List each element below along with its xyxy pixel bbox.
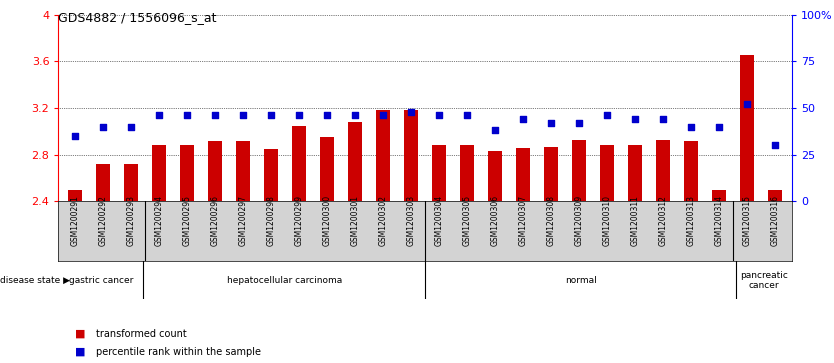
Text: hepatocellular carcinoma: hepatocellular carcinoma — [227, 276, 342, 285]
Point — [629, 116, 642, 122]
Point — [489, 127, 502, 133]
Bar — [460, 146, 475, 201]
Bar — [124, 164, 138, 201]
Text: gastric cancer: gastric cancer — [68, 276, 133, 285]
Point — [320, 113, 334, 118]
Text: pancreatic
cancer: pancreatic cancer — [740, 271, 788, 290]
Bar — [545, 147, 559, 201]
Point — [573, 120, 586, 126]
Point — [68, 133, 82, 139]
Bar — [68, 190, 83, 201]
Text: disease state ▶: disease state ▶ — [0, 276, 70, 285]
Bar — [208, 141, 222, 201]
Point — [517, 116, 530, 122]
Point — [237, 113, 250, 118]
Bar — [264, 149, 279, 201]
Point — [433, 113, 446, 118]
Bar — [685, 141, 698, 201]
Point — [124, 124, 138, 130]
Point — [153, 113, 166, 118]
Point — [208, 113, 222, 118]
Point — [404, 109, 418, 115]
Bar — [768, 190, 782, 201]
Point — [713, 124, 726, 130]
Bar — [572, 139, 586, 201]
Bar — [600, 146, 615, 201]
Point — [685, 124, 698, 130]
Point — [769, 143, 782, 148]
Text: transformed count: transformed count — [96, 329, 187, 339]
Bar — [712, 190, 726, 201]
Point — [377, 113, 390, 118]
Bar — [376, 110, 390, 201]
Bar — [96, 164, 110, 201]
Point — [264, 113, 278, 118]
Text: ■: ■ — [75, 329, 86, 339]
Point — [656, 116, 670, 122]
Bar — [404, 110, 419, 201]
Bar — [236, 141, 250, 201]
Point — [293, 113, 306, 118]
Bar — [656, 139, 671, 201]
Bar — [741, 56, 755, 201]
Bar — [432, 146, 446, 201]
Bar — [349, 122, 362, 201]
Text: ■: ■ — [75, 347, 86, 357]
Text: normal: normal — [565, 276, 596, 285]
Bar — [516, 148, 530, 201]
Bar — [320, 137, 334, 201]
Text: percentile rank within the sample: percentile rank within the sample — [96, 347, 261, 357]
Point — [181, 113, 194, 118]
Bar — [292, 126, 306, 201]
Bar — [180, 146, 194, 201]
Text: GDS4882 / 1556096_s_at: GDS4882 / 1556096_s_at — [58, 11, 217, 24]
Point — [545, 120, 558, 126]
Bar — [153, 146, 166, 201]
Point — [600, 113, 614, 118]
Bar — [489, 151, 502, 201]
Point — [97, 124, 110, 130]
Point — [460, 113, 474, 118]
Point — [349, 113, 362, 118]
Point — [741, 101, 754, 107]
Bar — [629, 146, 642, 201]
